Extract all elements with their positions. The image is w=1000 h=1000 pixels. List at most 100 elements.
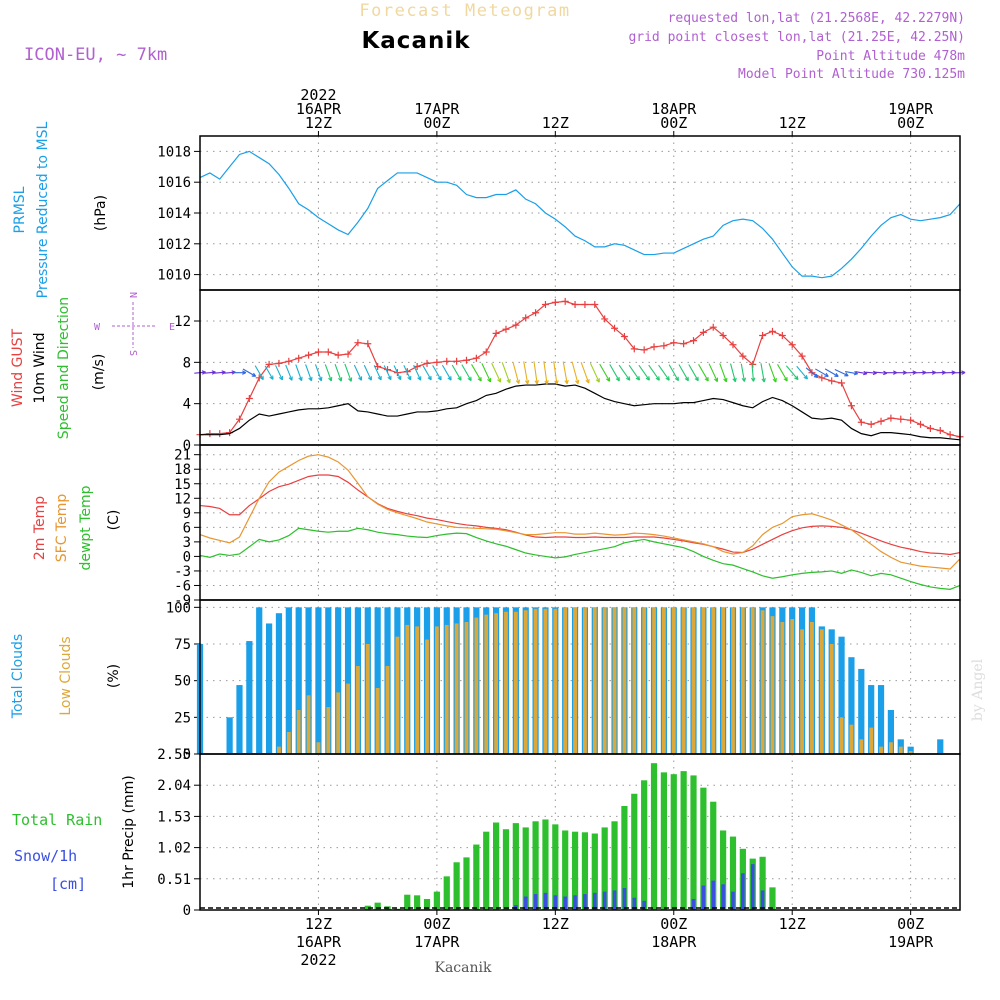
clouds-bar (523, 610, 528, 754)
wind-gust-marker (522, 314, 530, 322)
wind-gust-marker (788, 341, 796, 349)
precipitation-bar (433, 891, 440, 910)
requested-coords: requested lon,lat (21.2568E, 42.2279N) (668, 11, 965, 26)
top-time-label: 12Z (779, 114, 806, 132)
compass-n: N (127, 292, 138, 298)
wind-direction-arrow (413, 364, 422, 381)
temperature-ytick-label: 3 (183, 535, 191, 551)
clouds-bar (356, 666, 360, 754)
clouds-bar (385, 666, 390, 754)
precipitation-bar (453, 862, 460, 910)
precipitation-bar (542, 819, 549, 910)
precipitation-bar (741, 873, 745, 910)
wind-direction-arrow (214, 370, 226, 375)
wind-gust-marker (650, 343, 658, 351)
precipitation-bar (404, 894, 411, 910)
clouds-bar (858, 668, 865, 754)
temperature-line-2 (199, 527, 961, 590)
clouds-bar (226, 717, 233, 754)
wind-gust-marker (887, 414, 895, 422)
pressure-ytick-label: 1012 (157, 237, 191, 253)
clouds-bar (877, 685, 885, 754)
wind-direction-arrow (305, 364, 313, 382)
clouds-panel: 0 25 50 75 100 (166, 599, 961, 763)
temperature-ytick-label: 21 (174, 448, 191, 464)
wind-panel: 0 4 8 12 (174, 289, 966, 454)
wind-direction-arrow (501, 362, 511, 384)
clouds-bar (681, 607, 686, 754)
top-time-label: 16APR (296, 100, 342, 118)
clouds-bar (236, 685, 243, 754)
precipitation-bar (650, 763, 658, 910)
bottom-time-label: 19APR (888, 933, 934, 951)
wind-direction-arrow (481, 363, 492, 383)
precipitation-bar (523, 896, 528, 910)
wind-gust-marker (314, 348, 322, 356)
bottom-time-label: 00Z (897, 915, 924, 933)
clouds-bar (800, 629, 804, 754)
temp-dewpt-label: dewpt Temp (78, 485, 94, 570)
wind-gust-marker (482, 348, 490, 356)
temperature-ytick-label: -3 (174, 564, 191, 580)
wind-gust-marker (739, 352, 747, 360)
wind-gust-marker (926, 424, 934, 432)
clouds-bar (533, 608, 538, 754)
clouds-bar (484, 614, 489, 754)
precipitation-bar (691, 898, 696, 910)
precipitation-ytick-label: 1.53 (157, 809, 191, 825)
top-time-label: 00Z (660, 114, 687, 132)
location-title: Kacanik (361, 28, 470, 54)
clouds-bar (592, 607, 597, 754)
wind-gust-marker (581, 300, 589, 308)
wind-gust-marker (759, 331, 767, 339)
wind-direction-arrow (403, 365, 412, 381)
wind-direction-arrow (925, 370, 936, 375)
clouds-bar (513, 611, 518, 754)
clouds-bar (711, 607, 716, 754)
bottom-time-label: 00Z (423, 915, 450, 933)
wind-gust-marker (334, 351, 342, 359)
clouds-bar (790, 619, 795, 754)
wind-direction-arrow (373, 365, 382, 381)
wind-direction-arrow (796, 365, 808, 380)
clouds-bar (543, 608, 548, 754)
clouds-bar (374, 607, 381, 754)
watermark: by Angel (970, 658, 986, 721)
wind-direction-arrow (264, 365, 274, 380)
bottom-time-label: 00Z (660, 915, 687, 933)
wind-direction-arrow (285, 364, 293, 381)
wind-direction-arrow (628, 364, 641, 381)
clouds-bar (315, 607, 322, 754)
clouds-bar (336, 692, 341, 754)
precipitation-bar (760, 890, 765, 910)
clouds-bar (275, 613, 283, 754)
meteogram-plot-layer: 1010101210141016101804812-9-6-3036912151… (157, 86, 966, 969)
clouds-bar (316, 742, 321, 754)
precipitation-bar (759, 856, 766, 910)
wind-gust-marker (324, 348, 332, 356)
clouds-bar (731, 607, 735, 754)
wind-gust-marker (443, 357, 451, 365)
wind-gust-label: Wind GUST (10, 328, 26, 407)
wind-gust-marker (620, 333, 628, 340)
wind-direction-arrow (618, 364, 631, 381)
temperature-ytick-label: -6 (174, 578, 191, 594)
clouds-bar (434, 626, 439, 754)
clouds-bar (879, 746, 883, 754)
precipitation-series-1 (514, 864, 765, 910)
wind-gust-marker (709, 323, 717, 331)
wind-direction-arrow (441, 364, 452, 381)
precipitation-bar (562, 830, 569, 910)
wind-gust-marker (502, 325, 510, 333)
footer-location: Kacanik (435, 960, 492, 976)
precipitation-bar (660, 772, 667, 910)
chart-title: Forecast Meteogram (359, 1, 570, 21)
wind-gust-marker (877, 417, 885, 425)
wind-gust-marker (295, 354, 303, 362)
wind-direction-arrow (698, 364, 709, 382)
clouds-bar (464, 622, 469, 754)
temperature-line-0 (199, 474, 961, 556)
clouds-bar (395, 636, 400, 754)
bottom-time-label: 2022 (300, 951, 336, 969)
clouds-bar (305, 607, 312, 754)
